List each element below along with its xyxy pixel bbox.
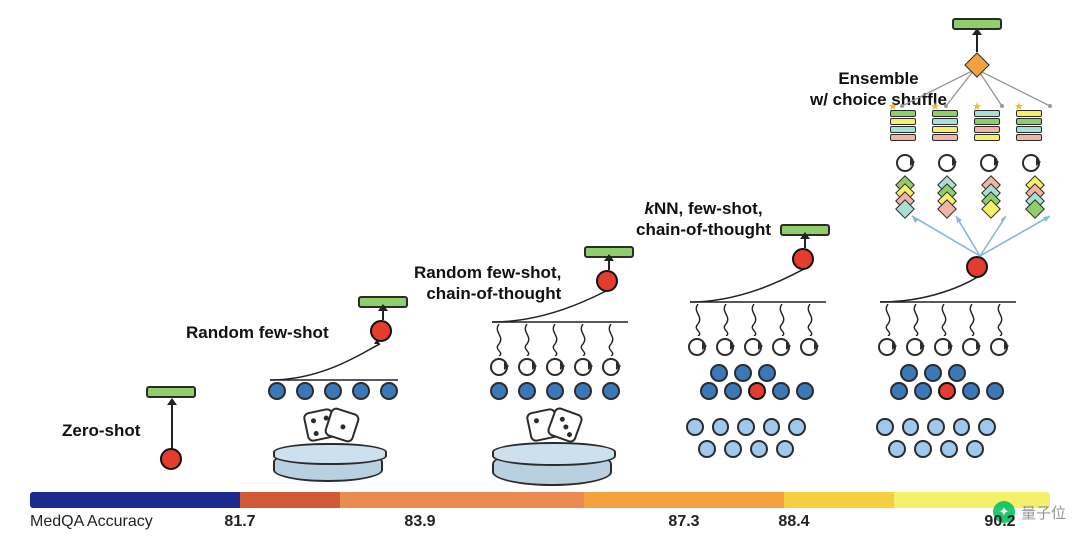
figure-stage: MedQA Accuracy Zero-shot Random few-shot…	[0, 0, 1080, 541]
input-dot-knn	[792, 248, 814, 270]
arrow-rfs-cot	[608, 260, 610, 270]
arrow-zero-shot	[171, 404, 173, 452]
refresh-row-ens2	[896, 154, 1040, 172]
selected-ens-line2	[900, 364, 966, 382]
watermark-text: 量子位	[1021, 502, 1066, 523]
diamond-col-2	[940, 178, 954, 216]
arrow-knn	[804, 238, 806, 248]
swirl-row-rfs-cot	[493, 324, 617, 356]
selected-ens	[890, 382, 1004, 400]
diamond-col-4	[1028, 178, 1042, 216]
axis-title: MedQA Accuracy	[30, 513, 153, 531]
axis-value: 90.2	[984, 513, 1015, 531]
arrow-random-fewshot	[382, 310, 384, 320]
input-dot-random-fewshot	[370, 320, 392, 342]
axis-bar	[30, 492, 1050, 508]
refresh-row-ens	[878, 338, 1008, 356]
flow-random-fewshot	[266, 338, 406, 384]
dice-rfs-cot	[528, 410, 580, 440]
stacks-ens: ★ ★ ★ ★	[890, 110, 1042, 141]
flow-rfs-cot	[488, 286, 638, 326]
examples-random-fewshot	[268, 382, 398, 400]
diamond-col-3	[984, 178, 998, 216]
db-random-fewshot	[273, 450, 383, 482]
neighbors-ens	[876, 418, 996, 458]
refresh-row-knn	[688, 338, 818, 356]
flow-ens-bottom	[876, 270, 1026, 306]
swirl-row-ens	[882, 304, 1006, 336]
output-bar-ens	[952, 18, 1002, 30]
arrow-ens-top	[976, 34, 978, 52]
refresh-row-rfs-cot	[490, 358, 620, 376]
db-rfs-cot	[492, 450, 612, 486]
input-dot-zero-shot	[160, 448, 182, 470]
dice-random-fewshot	[305, 410, 357, 440]
swirl-row-knn	[692, 304, 816, 336]
label-knn-text: kNN, few-shot,chain-of-thought	[636, 199, 771, 239]
axis-value: 88.4	[778, 513, 809, 531]
flow-knn	[686, 264, 836, 306]
output-bar-zero-shot	[146, 386, 196, 398]
input-dot-rfs-cot	[596, 270, 618, 292]
neighbors-knn	[686, 418, 806, 458]
selected-knn	[700, 382, 814, 400]
axis-value: 81.7	[224, 513, 255, 531]
label-knn: kNN, few-shot,chain-of-thought	[636, 198, 771, 241]
diamond-col-1	[898, 178, 912, 216]
axis-value: 87.3	[668, 513, 699, 531]
examples-rfs-cot	[490, 382, 620, 400]
selected-knn-line2	[710, 364, 776, 382]
axis-value: 83.9	[404, 513, 435, 531]
fanout-ens	[902, 210, 1062, 260]
label-zero-shot: Zero-shot	[62, 420, 140, 441]
